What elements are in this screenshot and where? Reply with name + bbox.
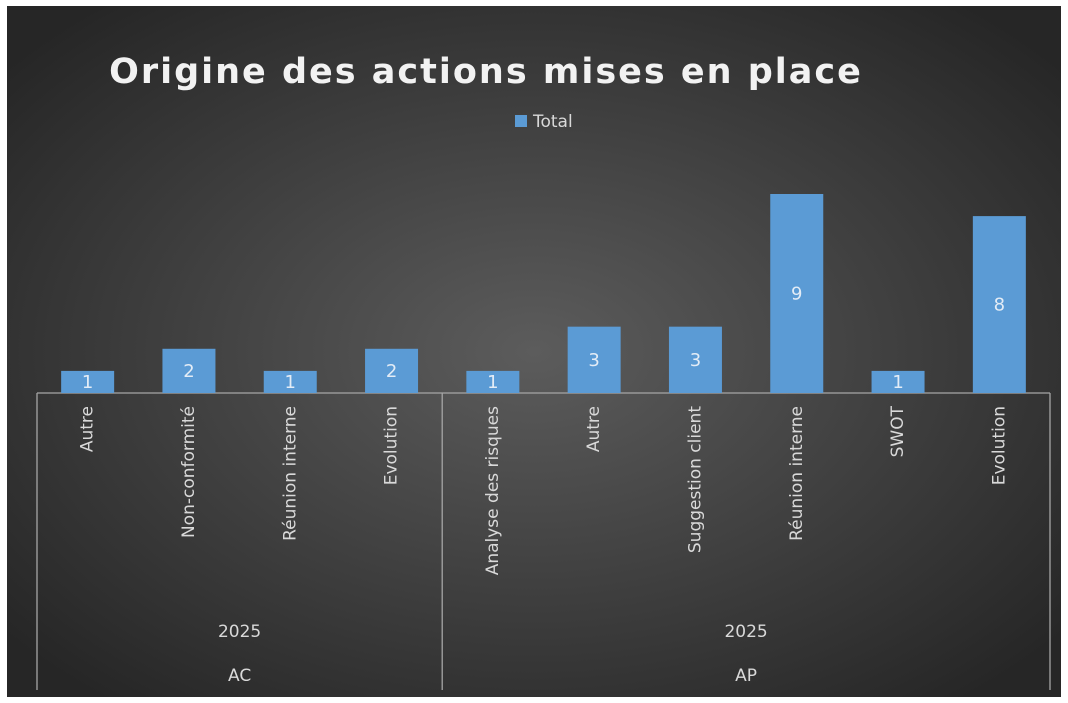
bar	[972, 216, 1026, 393]
x-tick-label: Evolution	[382, 406, 402, 485]
bar	[466, 370, 520, 393]
data-label: 9	[791, 284, 802, 305]
data-label: 2	[386, 361, 397, 382]
group-year-label: 2025	[218, 622, 261, 642]
data-label: 1	[82, 372, 93, 393]
bar	[61, 370, 115, 393]
group-label: AP	[735, 666, 757, 686]
x-tick-label: SWOT	[888, 405, 908, 457]
data-label: 3	[588, 350, 599, 371]
x-tick-label: Non-conformité	[179, 406, 199, 538]
x-tick-label: Suggestion client	[685, 406, 705, 553]
bar	[365, 348, 419, 393]
data-label: 1	[285, 372, 296, 393]
x-tick-label: Réunion interne	[280, 406, 300, 541]
data-label: 1	[487, 372, 498, 393]
legend-label: Total	[532, 112, 573, 132]
x-tick-label: Autre	[78, 406, 98, 452]
bar	[263, 370, 317, 393]
bar	[770, 194, 824, 393]
x-tick-label: Réunion interne	[787, 406, 807, 541]
data-label: 8	[994, 295, 1005, 316]
bar	[668, 326, 722, 393]
x-tick-label: Evolution	[989, 406, 1009, 485]
group-label: AC	[228, 666, 251, 686]
legend-swatch	[515, 115, 527, 127]
data-label: 3	[690, 350, 701, 371]
chart-title: Origine des actions mises en place	[109, 52, 863, 92]
data-label: 1	[892, 372, 903, 393]
bar	[871, 370, 925, 393]
bar	[567, 326, 621, 393]
data-label: 2	[183, 361, 194, 382]
bar	[162, 348, 216, 393]
group-year-label: 2025	[724, 622, 767, 642]
x-tick-label: Autre	[584, 406, 604, 452]
x-tick-label: Analyse des risques	[483, 406, 503, 575]
